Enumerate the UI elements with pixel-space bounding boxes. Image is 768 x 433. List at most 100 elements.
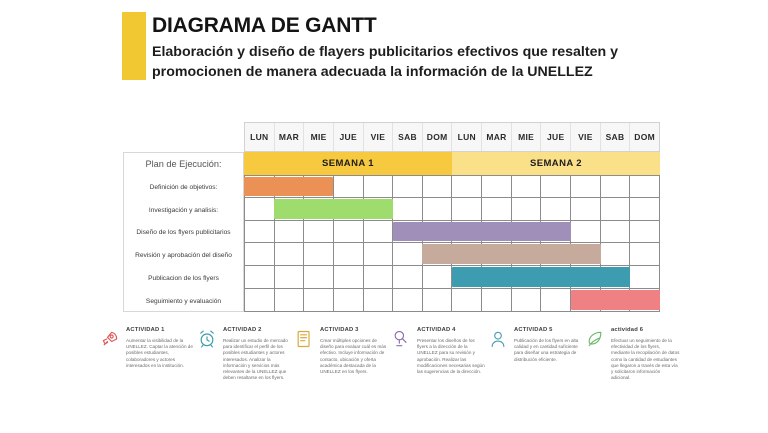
task-label: Diseño de los flyers publicitarios bbox=[136, 229, 231, 237]
gantt-cell bbox=[422, 197, 453, 220]
day-header-cell: MIE bbox=[304, 123, 334, 151]
gantt-bar[interactable] bbox=[392, 221, 571, 242]
gantt-cell bbox=[274, 220, 305, 243]
alarm-clock-icon bbox=[197, 329, 217, 349]
day-header-row: LUN MAR MIE JUE VIE SAB DOM LUN MAR MIE JUE VIE SAB D… bbox=[244, 122, 660, 152]
gantt-row bbox=[244, 243, 660, 267]
gantt-cell bbox=[630, 266, 660, 289]
gantt-cell bbox=[571, 220, 601, 243]
title-block: DIAGRAMA DE GANTT Elaboración y diseño d… bbox=[122, 10, 662, 92]
day-header-cell: LUN bbox=[245, 123, 275, 151]
gantt-cell bbox=[244, 243, 275, 266]
activity-card: ACTIVIDAD 4 Presentar los diseños de los … bbox=[391, 326, 486, 426]
gantt-cell bbox=[333, 220, 364, 243]
activity-title: actividad 6 bbox=[611, 327, 644, 333]
title-accent-bar bbox=[122, 12, 146, 80]
gantt-cell bbox=[393, 266, 423, 289]
gantt-cell bbox=[600, 243, 631, 266]
gantt-cell bbox=[630, 176, 660, 197]
gantt-cell bbox=[630, 197, 660, 220]
activity-description: Publicación de los flyers en alta calida… bbox=[514, 338, 579, 362]
gantt-cell bbox=[333, 176, 364, 197]
gantt-cell bbox=[422, 289, 453, 311]
gantt-chart: LUN MAR MIE JUE VIE SAB DOM LUN MAR MIE JUE VIE SAB D… bbox=[115, 122, 660, 317]
gantt-cell bbox=[244, 197, 275, 220]
gantt-cell bbox=[630, 243, 660, 266]
gantt-cell bbox=[452, 197, 483, 220]
activities-legend: ACTIVIDAD 1 Aumentar la visibilidad de la… bbox=[100, 326, 700, 426]
gantt-cell bbox=[422, 176, 453, 197]
gantt-row bbox=[244, 289, 660, 312]
gantt-cell bbox=[600, 220, 631, 243]
gantt-cell bbox=[363, 220, 394, 243]
gantt-cell bbox=[541, 197, 572, 220]
activity-title: ACTIVIDAD 2 bbox=[223, 327, 262, 333]
day-header-cell: SAB bbox=[393, 123, 423, 151]
gantt-cell bbox=[274, 289, 305, 311]
gantt-cell bbox=[333, 289, 364, 311]
gantt-cell bbox=[363, 243, 394, 266]
task-label: Definición de objetivos: bbox=[149, 183, 218, 191]
gantt-bar[interactable] bbox=[452, 267, 631, 288]
day-header-cell: DOM bbox=[423, 123, 453, 151]
leaf-icon bbox=[585, 329, 605, 349]
gantt-cell bbox=[393, 289, 423, 311]
gantt-cell bbox=[571, 197, 601, 220]
gantt-row bbox=[244, 197, 660, 221]
day-header-cell: JUE bbox=[334, 123, 364, 151]
plan-header-label: Plan de Ejecución: bbox=[145, 159, 222, 170]
activity-description: Crear múltiples opciones de diseño para … bbox=[320, 338, 387, 375]
gantt-cell bbox=[600, 176, 631, 197]
person-icon bbox=[488, 329, 508, 349]
gantt-cell bbox=[304, 220, 334, 243]
day-header-cell: JUE bbox=[541, 123, 572, 151]
gantt-bar[interactable] bbox=[273, 198, 393, 219]
gantt-row bbox=[244, 220, 660, 244]
gantt-cell bbox=[304, 243, 334, 266]
day-header-cell: LUN bbox=[452, 123, 483, 151]
week-banner-cell: SEMANA 1 bbox=[244, 152, 452, 175]
gantt-bar[interactable] bbox=[570, 290, 660, 310]
task-label: Seguimiento y evaluación bbox=[145, 297, 222, 305]
gantt-cell bbox=[511, 176, 542, 197]
day-header-cell: VIE bbox=[571, 123, 601, 151]
week-banner-cell: SEMANA 2 bbox=[452, 152, 660, 175]
page-subtitle: Elaboración y diseño de flayers publicit… bbox=[152, 44, 618, 80]
gantt-cell bbox=[244, 266, 275, 289]
gantt-grid bbox=[244, 175, 660, 312]
day-header-cell: MAR bbox=[482, 123, 512, 151]
gantt-cell bbox=[244, 289, 275, 311]
gantt-cell bbox=[422, 266, 453, 289]
activity-title: ACTIVIDAD 5 bbox=[514, 327, 553, 333]
activity-description: Realizar un estudio de mercado para iden… bbox=[223, 338, 288, 381]
activity-description: Efectuar un seguimiento de la efectivida… bbox=[611, 338, 680, 381]
gantt-bar[interactable] bbox=[244, 177, 334, 196]
day-header-cell: MAR bbox=[275, 123, 305, 151]
gantt-cell bbox=[244, 220, 275, 243]
day-header-cell: DOM bbox=[634, 132, 656, 142]
gantt-cell bbox=[363, 289, 394, 311]
gantt-cell bbox=[333, 266, 364, 289]
gantt-cell bbox=[482, 176, 512, 197]
page-title: DIAGRAMA DE GANTT bbox=[152, 14, 377, 37]
task-label: Investigación y analisis: bbox=[148, 206, 219, 214]
magnifier-icon bbox=[391, 329, 411, 349]
gantt-cell bbox=[363, 266, 394, 289]
activity-card: ACTIVIDAD 2 Realizar un estudio de mercad… bbox=[197, 326, 292, 426]
gantt-cell bbox=[304, 266, 334, 289]
rocket-icon bbox=[100, 329, 120, 349]
gantt-cell bbox=[511, 289, 542, 311]
gantt-row bbox=[244, 266, 660, 290]
day-header-cell: MIE bbox=[512, 123, 542, 151]
gantt-cell bbox=[393, 243, 423, 266]
gantt-cell bbox=[393, 176, 423, 197]
gantt-cell bbox=[482, 289, 512, 311]
activity-card: ACTIVIDAD 1 Aumentar la visibilidad de la… bbox=[100, 326, 195, 426]
activity-description: Presentar los diseños de los flyers a la… bbox=[417, 338, 485, 375]
task-label-column: Plan de Ejecución: Definición de objetiv… bbox=[123, 152, 244, 312]
gantt-cell bbox=[541, 176, 572, 197]
gantt-cell bbox=[452, 289, 483, 311]
gantt-bar[interactable] bbox=[422, 244, 601, 265]
gantt-cell bbox=[571, 176, 601, 197]
document-icon bbox=[294, 329, 314, 349]
